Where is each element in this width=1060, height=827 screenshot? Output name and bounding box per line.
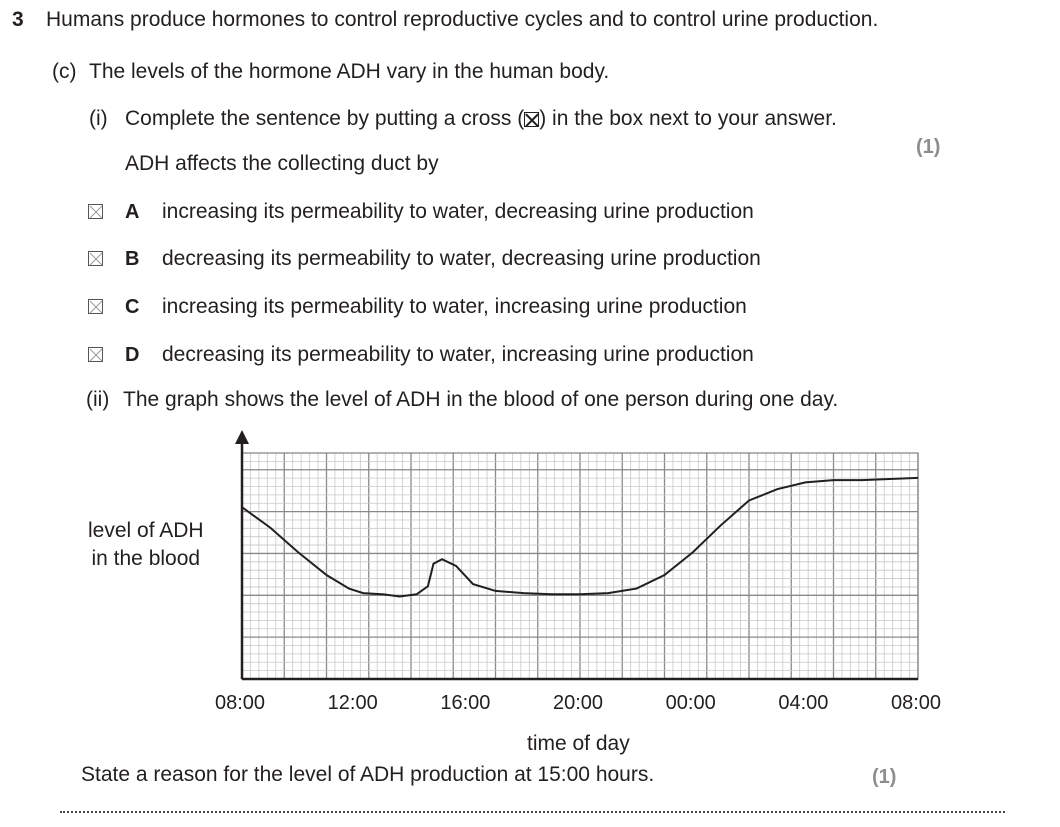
answer-line[interactable] [60, 811, 1005, 813]
instruction-text-after: ) in the box next to your answer. [539, 107, 837, 130]
x-tick-label: 20:00 [553, 692, 604, 714]
x-tick-label: 12:00 [327, 692, 378, 714]
x-tick-label: 04:00 [778, 692, 829, 714]
x-tick-label: 08:00 [215, 692, 266, 714]
y-axis-label-line1: level of ADH [88, 519, 204, 542]
part-ii-text: The graph shows the level of ADH in the … [123, 388, 839, 411]
part-c-text: The levels of the hormone ADH vary in th… [89, 60, 610, 83]
x-axis-label: time of day [527, 732, 630, 755]
option-b-letter: B [125, 248, 140, 270]
part-i-instruction: Complete the sentence by putting a cross… [125, 107, 837, 131]
option-d-text: decreasing its permeability to water, in… [162, 343, 754, 366]
graph-axes [235, 430, 918, 681]
question-number: 3 [12, 8, 24, 31]
grid-border [241, 452, 919, 680]
cross-box-icon [524, 112, 540, 127]
part-ii-label: (ii) [86, 388, 110, 411]
question-stem: Humans produce hormones to control repro… [46, 8, 879, 31]
option-a-letter: A [125, 201, 140, 223]
part-c-label: (c) [52, 60, 77, 83]
option-a-checkbox[interactable] [88, 204, 103, 219]
y-axis-label-line2: in the blood [91, 547, 201, 570]
option-c-checkbox[interactable] [88, 299, 103, 314]
y-axis-label: level of ADH in the blood [88, 517, 204, 573]
option-c-letter: C [125, 296, 140, 318]
x-tick-label: 08:00 [891, 692, 942, 714]
part-i-marks: (1) [916, 136, 941, 158]
part-ii-marks: (1) [872, 766, 897, 788]
x-tick-label: 00:00 [665, 692, 716, 714]
part-i-label: (i) [89, 107, 108, 130]
option-b-text: decreasing its permeability to water, de… [162, 247, 761, 270]
adh-level-curve [241, 476, 919, 598]
option-a-text: increasing its permeability to water, de… [162, 200, 754, 223]
x-tick-label: 16:00 [440, 692, 491, 714]
option-b-checkbox[interactable] [88, 251, 103, 266]
part-i-sentence: ADH affects the collecting duct by [125, 152, 439, 175]
instruction-text-before: Complete the sentence by putting a cross… [125, 107, 525, 130]
option-c-text: increasing its permeability to water, in… [162, 295, 747, 318]
y-axis-arrow-icon [235, 430, 249, 444]
option-d-letter: D [125, 344, 140, 366]
option-d-checkbox[interactable] [88, 347, 103, 362]
graph-grid [241, 452, 919, 680]
part-ii-question: State a reason for the level of ADH prod… [81, 763, 655, 786]
